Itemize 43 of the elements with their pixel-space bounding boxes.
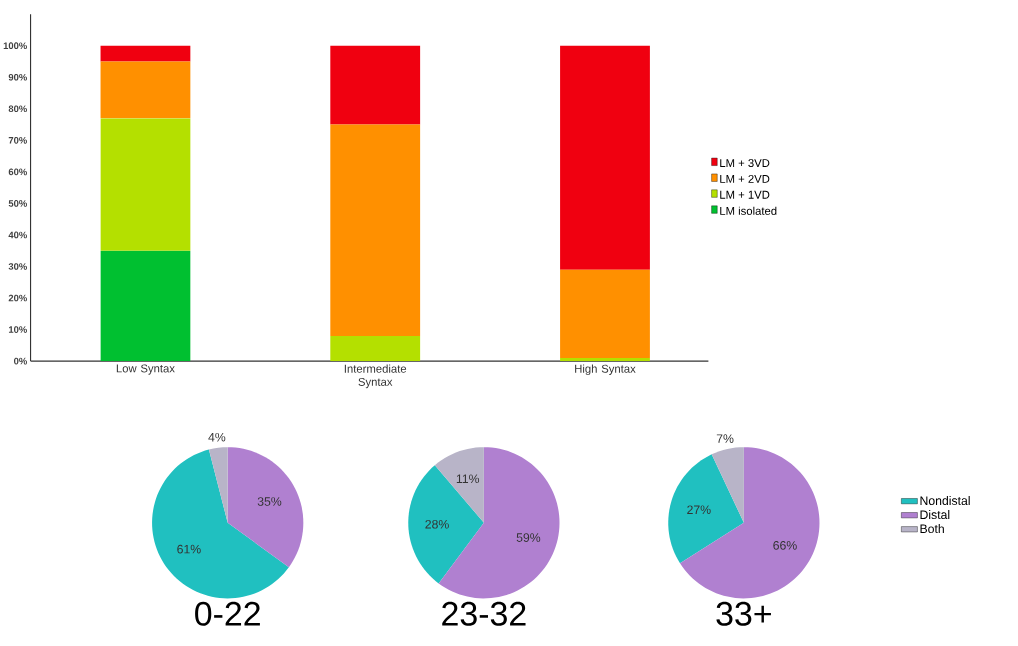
legend-label: LM + 3VD bbox=[720, 159, 770, 168]
y-tick-label: 10% bbox=[8, 326, 27, 334]
bar bbox=[330, 124, 421, 337]
y-tick-label: 80% bbox=[8, 105, 27, 113]
data-label: 4% bbox=[208, 433, 226, 442]
data-label: 35% bbox=[257, 497, 282, 506]
legend-label: LM + 1VD bbox=[720, 191, 770, 199]
y-tick-label: 100% bbox=[3, 42, 27, 50]
text: 0-22 bbox=[195, 601, 260, 626]
data-label: 28% bbox=[425, 520, 449, 529]
bar bbox=[100, 45, 191, 62]
bar bbox=[560, 45, 650, 270]
y-tick-label: 70% bbox=[8, 137, 27, 144]
data-label: 59% bbox=[516, 533, 541, 543]
data-label: 61% bbox=[177, 544, 201, 554]
bar bbox=[100, 250, 191, 362]
y-tick-label: 20% bbox=[8, 294, 27, 302]
y-tick-label: 0% bbox=[13, 357, 27, 365]
bar bbox=[330, 336, 421, 362]
data-label: 7% bbox=[716, 434, 734, 444]
text: 33+ bbox=[716, 601, 771, 626]
data-label: 66% bbox=[773, 541, 797, 550]
legend-label: LM + 2VD bbox=[720, 175, 770, 183]
bar bbox=[100, 61, 191, 119]
y-tick-label: 60% bbox=[8, 168, 27, 176]
legend-label: Nondistal bbox=[920, 496, 970, 506]
x-tick-label: Low Syntax bbox=[116, 364, 175, 375]
y-tick-label: 90% bbox=[8, 74, 27, 81]
bar bbox=[560, 358, 650, 362]
legend-label: Both bbox=[920, 524, 944, 534]
data-label: 27% bbox=[687, 505, 711, 515]
text: 23-32 bbox=[442, 601, 526, 626]
legend-label: LM isolated bbox=[720, 206, 777, 216]
y-tick-label: 50% bbox=[8, 200, 27, 207]
y-tick-label: 30% bbox=[8, 263, 27, 270]
data-label: 11% bbox=[456, 474, 480, 484]
bar bbox=[100, 118, 191, 251]
x-tick-label: High Syntax bbox=[575, 364, 636, 376]
y-tick-label: 40% bbox=[8, 231, 27, 239]
x-tick-label: Intermediate Syntax bbox=[344, 364, 407, 389]
bar bbox=[560, 269, 650, 359]
legend-label: Distal bbox=[920, 510, 950, 520]
bar bbox=[330, 45, 421, 125]
